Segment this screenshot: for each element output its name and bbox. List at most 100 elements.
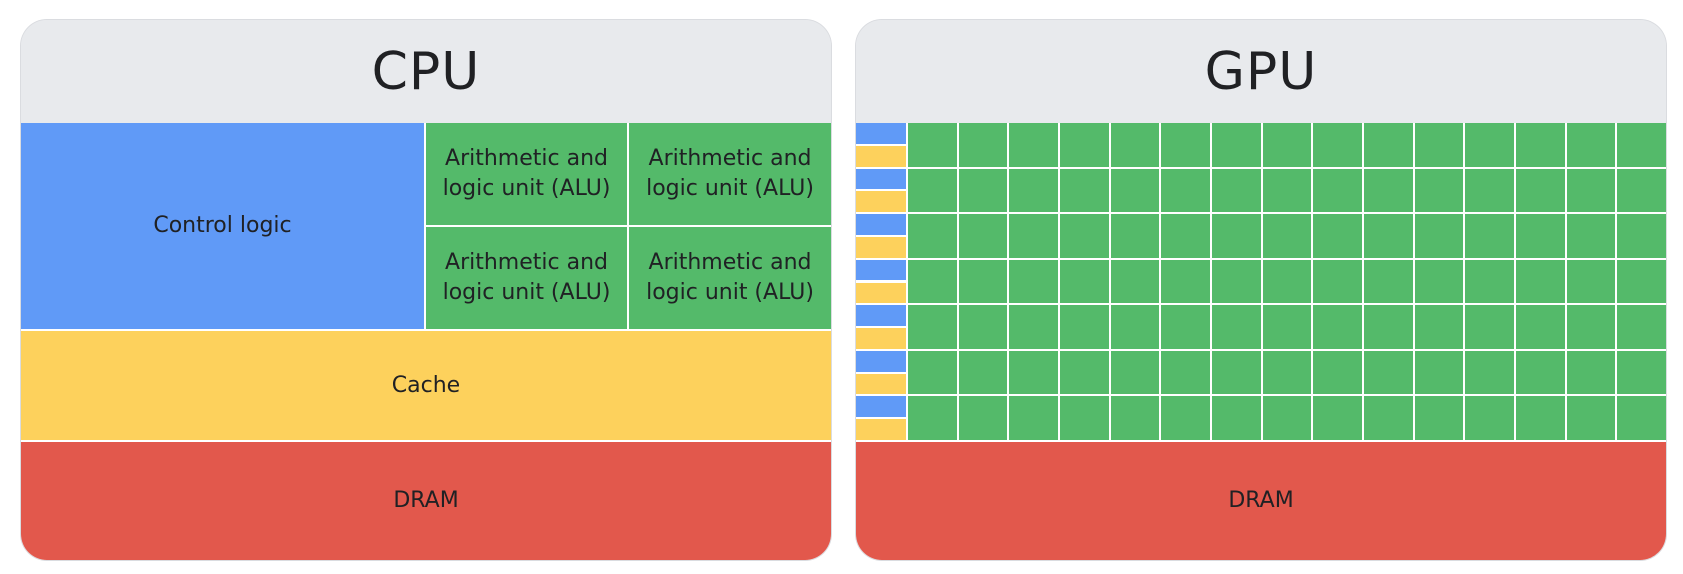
gpu-alu-core	[1364, 350, 1413, 395]
cpu-alu-label: Arithmetic and logic unit (ALU)	[646, 250, 814, 305]
gpu-alu-core	[1110, 123, 1160, 167]
gpu-alu-core	[1060, 350, 1109, 395]
gpu-alu-core	[1414, 123, 1464, 167]
gpu-alu-core	[1414, 168, 1464, 213]
gpu-alu-core	[1364, 259, 1413, 304]
cpu-panel: CPU Control logic Arithmetic and logic u…	[21, 20, 831, 560]
gpu-alu-core	[1110, 350, 1160, 395]
gpu-alu-core	[1060, 214, 1109, 258]
gpu-alu-core	[1009, 350, 1058, 395]
gpu-alu-core	[1060, 396, 1109, 440]
gpu-alu-core	[1364, 214, 1413, 258]
gpu-alu-core	[1212, 396, 1261, 440]
gpu-alu-core	[1262, 214, 1312, 258]
cpu-body: Control logic Arithmetic and logic unit …	[21, 123, 831, 560]
gpu-alu-core	[1212, 123, 1261, 167]
gpu-alu-core	[1566, 305, 1616, 349]
gpu-title: GPU	[856, 20, 1666, 123]
gpu-alu-core	[1161, 123, 1210, 167]
gpu-alu-core	[1414, 396, 1464, 440]
gpu-alu-core	[1465, 123, 1514, 167]
gpu-alu-core	[1262, 168, 1312, 213]
cpu-alu-label: Arithmetic and logic unit (ALU)	[442, 250, 611, 305]
gpu-control-unit	[856, 350, 906, 372]
gpu-alu-core	[1212, 350, 1261, 395]
gpu-alu-core	[1313, 214, 1362, 258]
gpu-alu-core	[958, 396, 1008, 440]
cpu-control-logic-label: Control logic	[153, 213, 292, 239]
gpu-alu-core	[1060, 305, 1109, 349]
gpu-alu-core	[1364, 168, 1413, 213]
gpu-alu-core	[1414, 305, 1464, 349]
gpu-alu-core	[1161, 396, 1210, 440]
cpu-cache-label: Cache	[391, 372, 461, 398]
gpu-alu-core	[1566, 123, 1616, 167]
gpu-dram-block: DRAM	[856, 442, 1666, 560]
gpu-alu-core	[908, 350, 957, 395]
gpu-alu-core	[1414, 259, 1464, 304]
gpu-alu-core	[1617, 396, 1666, 440]
gpu-alu-core	[1009, 396, 1058, 440]
gpu-alu-core	[1313, 305, 1362, 349]
gpu-core-grid	[856, 123, 1666, 440]
gpu-alu-core	[1465, 350, 1514, 395]
gpu-alu-core	[958, 305, 1008, 349]
gpu-alu-core	[1364, 123, 1413, 167]
gpu-alu-core	[1060, 168, 1109, 213]
gpu-alu-core	[908, 123, 957, 167]
gpu-control-unit	[856, 214, 906, 235]
gpu-alu-core	[1313, 396, 1362, 440]
gpu-alu-core	[1161, 259, 1210, 304]
gpu-alu-core	[1161, 168, 1210, 213]
gpu-alu-core	[1212, 259, 1261, 304]
gpu-cache-unit	[856, 373, 906, 395]
gpu-alu-core	[1516, 214, 1565, 258]
gpu-alu-core	[1212, 168, 1261, 213]
cpu-cache-block: Cache	[21, 331, 831, 440]
gpu-alu-core	[1566, 168, 1616, 213]
cpu-alu-block: Arithmetic and logic unit (ALU)	[629, 227, 831, 329]
gpu-alu-core	[1161, 305, 1210, 349]
gpu-alu-core	[1414, 214, 1464, 258]
gpu-alu-core	[1262, 123, 1312, 167]
gpu-cache-unit	[856, 236, 906, 258]
gpu-alu-core	[1212, 214, 1261, 258]
cpu-alu-block: Arithmetic and logic unit (ALU)	[629, 123, 831, 225]
gpu-alu-core	[1516, 259, 1565, 304]
gpu-cache-unit	[856, 282, 906, 304]
gpu-alu-core	[1566, 396, 1616, 440]
gpu-alu-core	[1009, 214, 1058, 258]
gpu-alu-core	[1465, 396, 1514, 440]
gpu-alu-core	[1516, 123, 1565, 167]
gpu-alu-core	[1110, 168, 1160, 213]
gpu-alu-core	[1617, 168, 1666, 213]
gpu-alu-core	[1566, 214, 1616, 258]
gpu-alu-core	[1262, 350, 1312, 395]
gpu-cache-unit	[856, 328, 906, 349]
gpu-alu-core	[1566, 259, 1616, 304]
gpu-alu-core	[1009, 123, 1058, 167]
cpu-alu-block: Arithmetic and logic unit (ALU)	[426, 123, 627, 225]
gpu-alu-core	[1060, 259, 1109, 304]
gpu-panel: GPU DRAM	[856, 20, 1666, 560]
gpu-alu-core	[1161, 350, 1210, 395]
gpu-alu-core	[1212, 305, 1261, 349]
gpu-alu-core	[958, 350, 1008, 395]
gpu-alu-core	[1313, 168, 1362, 213]
gpu-alu-core	[908, 305, 957, 349]
gpu-alu-core	[908, 214, 957, 258]
cpu-dram-block: DRAM	[21, 442, 831, 560]
cpu-title: CPU	[21, 20, 831, 123]
gpu-cache-unit	[856, 419, 906, 440]
gpu-cache-unit	[856, 145, 906, 167]
gpu-alu-core	[1110, 396, 1160, 440]
gpu-alu-core	[908, 259, 957, 304]
gpu-alu-core	[1516, 168, 1565, 213]
gpu-alu-core	[1262, 396, 1312, 440]
gpu-alu-core	[1566, 350, 1616, 395]
gpu-alu-core	[1364, 396, 1413, 440]
cpu-control-logic-block: Control logic	[21, 123, 424, 329]
gpu-alu-core	[1110, 305, 1160, 349]
gpu-body: DRAM	[856, 123, 1666, 560]
cpu-alu-label: Arithmetic and logic unit (ALU)	[646, 146, 814, 201]
